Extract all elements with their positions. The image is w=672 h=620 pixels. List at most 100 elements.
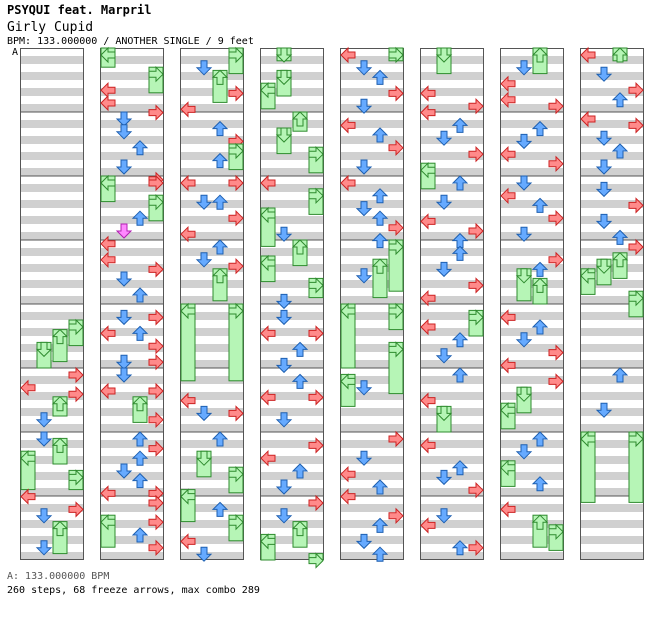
arrow-head <box>115 309 133 326</box>
note-right-freeze <box>308 145 324 174</box>
arrow-head <box>340 117 356 134</box>
note-right <box>68 385 84 403</box>
beat-stripe <box>100 168 164 176</box>
note-left <box>500 75 516 93</box>
note-left <box>500 145 516 163</box>
arrow-head <box>115 367 133 383</box>
arrow-head <box>148 411 164 429</box>
arrow-head <box>180 225 196 243</box>
note-right <box>548 209 564 227</box>
beat-stripe <box>500 408 564 416</box>
beat-stripe <box>420 392 484 400</box>
note-up <box>611 92 629 108</box>
arrow-head <box>355 380 373 396</box>
note-down <box>595 159 613 175</box>
arrow-head <box>308 277 324 294</box>
arrow-head <box>388 302 404 320</box>
arrow-head <box>228 257 244 275</box>
beat-stripe <box>580 424 644 432</box>
beat-stripe <box>100 360 164 368</box>
arrow-head <box>340 174 356 192</box>
beat-stripe <box>340 88 404 96</box>
beat-stripe <box>180 248 244 256</box>
beat-stripe <box>340 488 404 496</box>
arrow-head <box>35 412 53 428</box>
note-right <box>548 97 564 115</box>
beat-stripe <box>500 392 564 400</box>
beat-stripe <box>580 488 644 496</box>
beat-stripe <box>100 136 164 144</box>
arrow-head <box>595 130 613 146</box>
beat-stripe <box>20 88 84 96</box>
column-border <box>420 48 484 560</box>
note-left <box>340 465 356 483</box>
arrow-head <box>131 210 149 226</box>
beat-stripe <box>340 472 404 480</box>
beat-stripe <box>180 104 244 112</box>
arrow-head <box>291 520 309 537</box>
column-border <box>260 48 324 560</box>
beat-stripe <box>500 360 564 368</box>
note-down <box>355 380 373 396</box>
note-left <box>180 174 196 192</box>
note-left <box>340 174 356 192</box>
note-right <box>548 344 564 361</box>
arrow-head <box>420 318 436 336</box>
arrow-head <box>371 127 389 143</box>
arrow-head <box>371 69 389 85</box>
arrow-head <box>211 501 229 517</box>
beat-stripe <box>260 280 324 288</box>
arrow-head <box>275 69 293 86</box>
note-left <box>580 110 596 128</box>
beat-stripe <box>500 328 564 336</box>
chart-column <box>20 48 84 560</box>
beat-stripe <box>20 296 84 304</box>
beat-stripe <box>500 184 564 192</box>
beat-stripe <box>20 424 84 432</box>
note-up <box>371 69 389 85</box>
arrow-head <box>531 197 549 213</box>
beat-stripe <box>260 200 324 208</box>
note-left-freeze <box>260 81 276 110</box>
note-down-freeze <box>595 258 613 286</box>
note-up-freeze <box>531 277 549 305</box>
arrow-head <box>548 155 564 173</box>
note-down <box>435 508 453 524</box>
beat-stripe <box>420 56 484 64</box>
beat-stripe <box>100 472 164 480</box>
note-down <box>275 412 293 428</box>
column-border <box>20 48 84 560</box>
note-up <box>131 325 149 341</box>
note-left <box>500 501 516 518</box>
arrow-head <box>148 539 164 557</box>
arrow-head <box>131 140 149 156</box>
beat-stripe <box>100 536 164 544</box>
note-left-freeze <box>260 533 276 561</box>
arrow-head <box>451 245 469 261</box>
note-up-freeze <box>131 396 149 423</box>
note-down <box>115 159 133 175</box>
beat-stripe <box>260 440 324 448</box>
arrow-head <box>420 392 436 409</box>
arrow-head <box>548 373 564 390</box>
beat-stripe <box>180 408 244 416</box>
note-up-freeze <box>291 520 309 548</box>
arrow-head <box>260 174 276 192</box>
note-down <box>595 402 613 418</box>
arrow-head <box>260 206 276 224</box>
arrow-head <box>595 258 613 274</box>
note-right <box>388 219 404 237</box>
beat-stripe <box>260 456 324 464</box>
beat-stripe <box>340 504 404 512</box>
arrow-head <box>308 187 324 205</box>
arrow-head <box>500 91 516 109</box>
beat-stripe <box>180 216 244 224</box>
beat-stripe <box>500 520 564 528</box>
note-up <box>451 540 469 556</box>
arrow-head <box>611 229 629 245</box>
arrow-head <box>595 181 613 198</box>
beat-stripe <box>20 184 84 192</box>
beat-stripe <box>340 152 404 160</box>
beat-stripe <box>340 456 404 464</box>
beat-stripe <box>580 72 644 80</box>
